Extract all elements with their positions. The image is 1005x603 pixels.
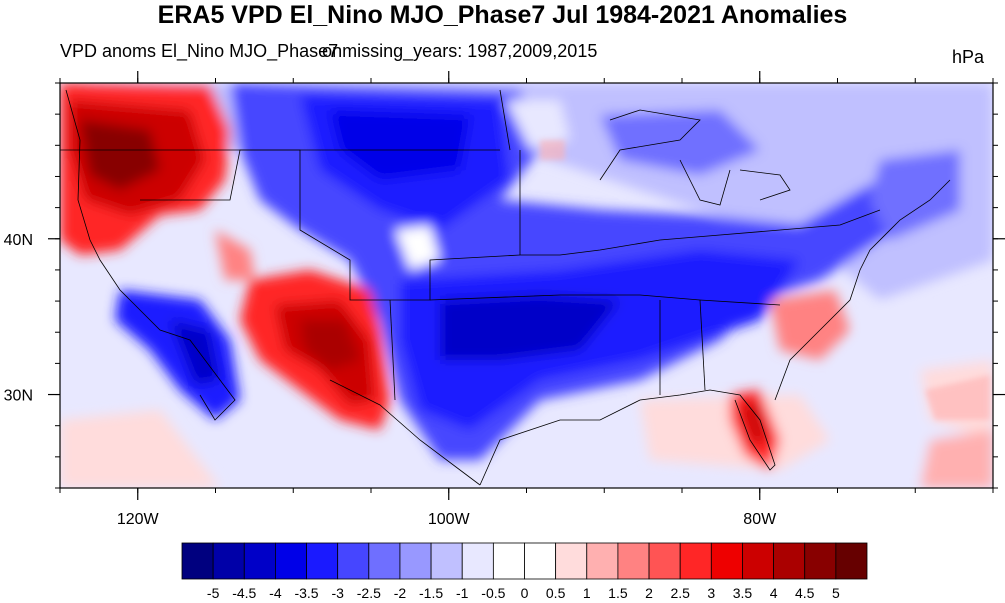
colorbar-label: 3 xyxy=(707,585,715,601)
colorbar-box xyxy=(275,542,307,580)
subtitle-left: VPD anoms El_Nino MJO_Phase7onmissing_ye… xyxy=(60,40,597,62)
map-field xyxy=(60,83,993,488)
lon-tick-label: 80W xyxy=(743,511,777,528)
colorbar-box xyxy=(306,542,339,580)
colorbar-label: -1 xyxy=(456,585,469,601)
colorbar-label: 0.5 xyxy=(546,585,566,601)
colorbar-label: -5 xyxy=(207,585,220,601)
colorbar-label: -3 xyxy=(331,585,344,601)
colorbar-label: 3.5 xyxy=(733,585,753,601)
axis-tick-labels: 120W 100W 80W 40N 30N xyxy=(4,232,777,528)
colorbar-label: 1 xyxy=(583,585,591,601)
colorbar-label: 0 xyxy=(521,585,529,601)
colorbar-box xyxy=(524,542,557,580)
units-label: hPa xyxy=(952,47,985,67)
colorbar-label: -0.5 xyxy=(481,585,505,601)
colorbar-box xyxy=(461,542,494,580)
colorbar-box xyxy=(617,542,650,580)
colorbar-box xyxy=(555,542,588,580)
colorbar-label: -2 xyxy=(394,585,407,601)
colorbar-label: 2.5 xyxy=(670,585,690,601)
colorbar-box xyxy=(742,542,774,580)
colorbar-label: 2 xyxy=(645,585,653,601)
colorbar-label: 4.5 xyxy=(795,585,815,601)
colorbar-box xyxy=(399,542,432,580)
map-title: ERA5 VPD El_Nino MJO_Phase7 Jul 1984-202… xyxy=(157,1,848,29)
colorbar-label: 4 xyxy=(770,585,778,601)
colorbar-box xyxy=(835,542,868,580)
colorbar-label: -4.5 xyxy=(232,585,256,601)
colorbar-label: 1.5 xyxy=(608,585,628,601)
colorbar-box xyxy=(679,542,712,580)
colorbar-box xyxy=(243,542,276,580)
subtitle-left-text: VPD anoms El_Nino MJO_Phase7 xyxy=(60,41,339,61)
colorbar-label: -2.5 xyxy=(357,585,381,601)
colorbar-box xyxy=(492,542,525,580)
colorbar-label: 5 xyxy=(832,585,840,601)
lon-tick-label: 120W xyxy=(117,511,160,528)
colorbar-box xyxy=(710,542,743,580)
subtitle-missing-years: onmissing_years: 1987,2009,2015 xyxy=(322,41,598,61)
colorbar-label: -4 xyxy=(269,585,282,601)
colorbar-box xyxy=(773,542,806,580)
axis-ticks xyxy=(48,71,1005,500)
lon-tick-label: 100W xyxy=(428,511,471,528)
colorbar-box xyxy=(212,542,245,580)
colorbar: -5 -4.5 -4 -3.5 -3 -2.5 -2 -1.5 -1 -0.5 0 0.5 1 1.5 2 2… xyxy=(181,542,868,601)
colorbar-box xyxy=(368,542,401,580)
colorbar-box xyxy=(648,542,681,580)
colorbar-label: -3.5 xyxy=(294,585,318,601)
colorbar-box xyxy=(181,542,214,580)
colorbar-box xyxy=(804,542,837,580)
coastline-borders xyxy=(60,89,951,486)
colorbar-box xyxy=(430,542,463,580)
colorbar-box xyxy=(337,542,370,580)
lat-tick-label: 40N xyxy=(4,232,33,249)
colorbar-label: -1.5 xyxy=(419,585,443,601)
colorbar-box xyxy=(586,542,619,580)
lat-tick-label: 30N xyxy=(4,388,33,405)
